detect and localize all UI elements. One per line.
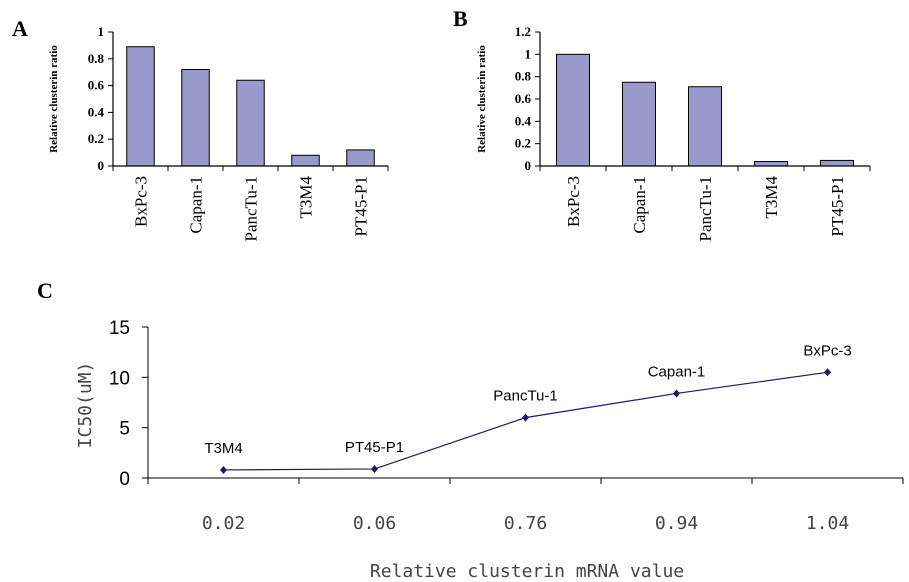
panel-a-chart: A Relative clusterin ratio 0 0.2 0.4 0.6 0.8…	[12, 16, 389, 242]
panel-b-x-tick-label: PT45-P1	[828, 176, 847, 236]
panel-c-data-point	[522, 413, 529, 422]
panel-a-y-tick-label: 0.8	[88, 51, 105, 66]
panel-a-y-tick-label: 0.4	[88, 104, 105, 119]
panel-b-bar-capan-1	[622, 81, 656, 167]
panel-a-x-ticks: BxPc-3 Capan-1 PancTu-1 T3M4 PT45-P1	[132, 176, 371, 242]
panel-c-point-label: T3M4	[204, 440, 242, 457]
panel-c-axes	[142, 326, 904, 484]
panel-c-x-tick-label: 0.02	[202, 513, 245, 534]
panel-c-point-label: PT45-P1	[345, 439, 404, 456]
panel-a-x-tick-label: T3M4	[297, 176, 316, 219]
panel-a-letter: A	[12, 16, 28, 41]
panel-a-y-tick-label: 0.6	[88, 78, 105, 93]
panel-c-data-point	[673, 389, 680, 398]
panel-c-data-point	[824, 368, 831, 377]
panel-c-x-ticks: 0.02 0.06 0.76 0.94 1.04	[202, 513, 849, 534]
panel-b-bar-bxpc-3	[556, 53, 590, 167]
panel-c-y-ticks: 0 5 10 15	[109, 318, 130, 490]
panel-b-x-tick-label: BxPc-3	[564, 176, 583, 227]
panel-b-x-tick-label: T3M4	[762, 176, 781, 219]
panel-a-bar-pt45-p1	[346, 149, 375, 167]
panel-c-x-tick-label: 0.94	[655, 513, 698, 534]
panel-b-letter: B	[453, 6, 468, 31]
panel-a-bars	[126, 46, 375, 167]
panel-c-data-point	[220, 465, 227, 474]
panel-c-data-point	[371, 464, 378, 473]
panel-c-y-tick-label: 5	[119, 419, 130, 440]
panel-b-x-tick-label: Capan-1	[630, 176, 649, 234]
panel-a-y-ticks: 0 0.2 0.4 0.6 0.8 1	[88, 24, 105, 173]
panel-b-x-ticks: BxPc-3 Capan-1 PancTu-1 T3M4 PT45-P1	[564, 176, 847, 242]
panel-c-y-tick-label: 10	[109, 368, 130, 389]
panel-c-letter: C	[37, 278, 53, 303]
panel-a-x-tick-label: PT45-P1	[352, 176, 371, 236]
panel-c-series: T3M4 PT45-P1 PancTu-1 Capan-1 BxPc-3	[204, 342, 852, 474]
panel-a-x-tick-label: Capan-1	[187, 176, 206, 234]
panel-b-y-tick-label: 1	[525, 46, 532, 61]
panel-b-y-tick-label: 0	[525, 158, 532, 173]
panel-c-point-label: PancTu-1	[493, 388, 557, 405]
panel-b-axes	[535, 31, 871, 171]
panel-b-bar-panctu-1	[688, 86, 722, 167]
panel-a-x-tick-label: PancTu-1	[242, 176, 261, 242]
panel-c-y-tick-label: 15	[109, 318, 130, 339]
panel-c-x-tick-label: 0.76	[504, 513, 547, 534]
panel-a-y-tick-label: 0.2	[88, 131, 104, 146]
panel-c-x-tick-label: 1.04	[806, 513, 849, 534]
panel-c-x-axis-title: Relative clusterin mRNA value	[370, 561, 684, 582]
panel-a-y-axis-title: Relative clusterin ratio	[48, 45, 60, 153]
panel-a-axes	[108, 31, 389, 171]
panel-b-y-axis-title: Relative clusterin ratio	[476, 45, 488, 153]
panel-c-y-axis-title: IC50(uM)	[75, 362, 96, 449]
panel-b-x-tick-label: PancTu-1	[696, 176, 715, 242]
panel-b-y-tick-label: 0.8	[515, 69, 532, 84]
panel-c-point-label: Capan-1	[648, 363, 706, 380]
panel-b-y-tick-label: 0.4	[515, 113, 532, 128]
panel-b-y-tick-label: 1.2	[515, 24, 531, 39]
panel-a-bar-t3m4	[291, 154, 320, 167]
panel-b-y-ticks: 0 0.2 0.4 0.6 0.8 1 1.2	[515, 24, 532, 173]
panel-c-y-tick-label: 0	[119, 469, 130, 490]
panel-b-bars	[556, 53, 854, 167]
panel-c-x-tick-label: 0.06	[353, 513, 396, 534]
panel-a-x-tick-label: BxPc-3	[132, 176, 151, 227]
panel-b-bar-pt45-p1	[820, 159, 854, 167]
panel-b-y-tick-label: 0.6	[515, 91, 532, 106]
panel-c-chart: C IC50(uM) Relative clusterin mRNA value…	[37, 278, 904, 582]
panel-b-y-tick-label: 0.2	[515, 136, 531, 151]
panel-a-bar-bxpc-3	[126, 46, 155, 167]
panel-b-bar-t3m4	[754, 161, 788, 167]
panel-b-chart: B Relative clusterin ratio 0 0.2 0.4 0.6 0.8…	[453, 6, 871, 242]
panel-c-point-label: BxPc-3	[803, 342, 851, 359]
panel-a-y-tick-label: 0	[98, 158, 105, 173]
panel-a-bar-capan-1	[181, 69, 210, 167]
panel-a-bar-panctu-1	[236, 79, 265, 167]
panel-a-y-tick-label: 1	[98, 24, 105, 39]
